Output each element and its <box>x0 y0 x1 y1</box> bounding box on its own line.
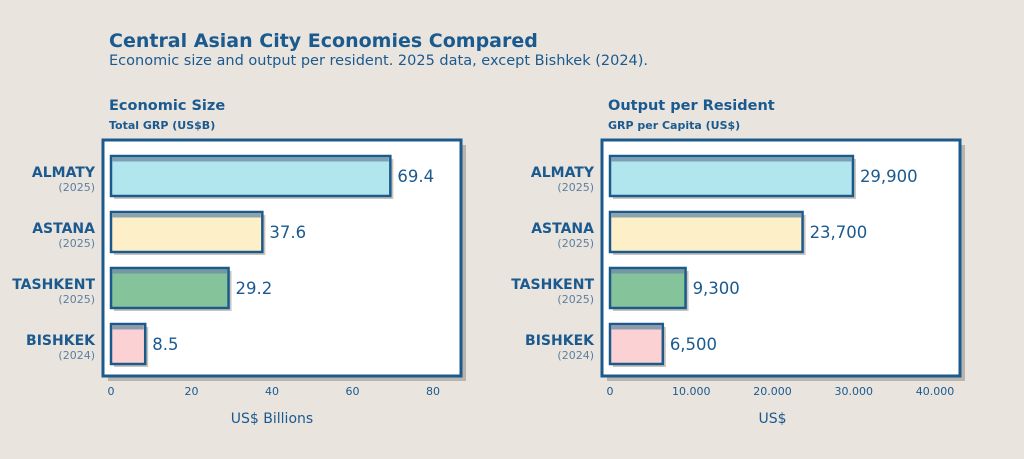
left-value-label-tashkent: 29.2 <box>236 279 273 298</box>
right-x-tick-label: 0 <box>607 385 614 398</box>
right-panel-title: Output per Resident <box>608 98 775 114</box>
right-category-year-astana: (2025) <box>557 237 594 250</box>
left-bar-almaty <box>109 154 392 198</box>
right-bar-stripe <box>611 157 852 162</box>
right-category-label-almaty: ALMATY <box>531 165 595 181</box>
right-bar-astana <box>608 210 804 254</box>
right-bar-tashkent <box>608 266 687 310</box>
chart-title: Central Asian City Economies Compared <box>109 30 538 52</box>
right-x-tick-label: 40.000 <box>916 385 955 398</box>
left-x-tick-label: 80 <box>426 385 440 398</box>
left-bar-tashkent <box>109 266 230 310</box>
left-category-label-astana: ASTANA <box>32 221 95 237</box>
right-x-tick-label: 20.000 <box>753 385 792 398</box>
right-x-axis-title: US$ <box>758 411 786 427</box>
left-bar-bishkek <box>109 322 147 366</box>
right-category-label-bishkek: BISHKEK <box>525 333 595 349</box>
left-category-year-tashkent: (2025) <box>58 293 95 306</box>
right-bar-stripe <box>611 269 685 274</box>
left-category-label-bishkek: BISHKEK <box>26 333 96 349</box>
left-category-year-bishkek: (2024) <box>58 349 95 362</box>
left-category-label-almaty: ALMATY <box>32 165 96 181</box>
right-value-label-bishkek: 6,500 <box>670 335 717 354</box>
left-category-label-tashkent: TASHKENT <box>12 277 95 293</box>
right-value-label-tashkent: 9,300 <box>693 279 740 298</box>
right-category-label-astana: ASTANA <box>531 221 594 237</box>
right-panel-subtitle: GRP per Capita (US$) <box>608 119 741 132</box>
left-x-tick-label: 20 <box>185 385 199 398</box>
right-bar-almaty <box>608 154 855 198</box>
left-category-year-almaty: (2025) <box>58 181 95 194</box>
right-bar-stripe <box>611 213 802 218</box>
left-panel-subtitle: Total GRP (US$B) <box>109 119 216 132</box>
left-x-tick-label: 60 <box>346 385 360 398</box>
left-value-label-almaty: 69.4 <box>397 167 434 186</box>
right-category-year-bishkek: (2024) <box>557 349 594 362</box>
left-bar-astana <box>109 210 264 254</box>
left-category-year-astana: (2025) <box>58 237 95 250</box>
right-bar-stripe <box>611 325 662 330</box>
right-value-label-almaty: 29,900 <box>860 167 918 186</box>
left-x-tick-label: 0 <box>108 385 115 398</box>
left-x-tick-label: 40 <box>265 385 279 398</box>
left-bar-stripe <box>112 325 144 330</box>
right-x-tick-label: 30.000 <box>835 385 874 398</box>
right-x-tick-label: 10.000 <box>672 385 711 398</box>
left-bar-stripe <box>112 157 389 162</box>
left-panel-title: Economic Size <box>109 98 226 114</box>
right-category-year-almaty: (2025) <box>557 181 594 194</box>
left-value-label-bishkek: 8.5 <box>152 335 178 354</box>
left-bar-stripe <box>112 269 228 274</box>
left-x-axis-title: US$ Billions <box>231 411 313 427</box>
right-bar-bishkek <box>608 322 665 366</box>
right-category-year-tashkent: (2025) <box>557 293 594 306</box>
left-bar-stripe <box>112 213 261 218</box>
right-value-label-astana: 23,700 <box>810 223 868 242</box>
right-category-label-tashkent: TASHKENT <box>511 277 594 293</box>
chart-subtitle: Economic size and output per resident. 2… <box>109 53 649 69</box>
left-value-label-astana: 37.6 <box>269 223 306 242</box>
